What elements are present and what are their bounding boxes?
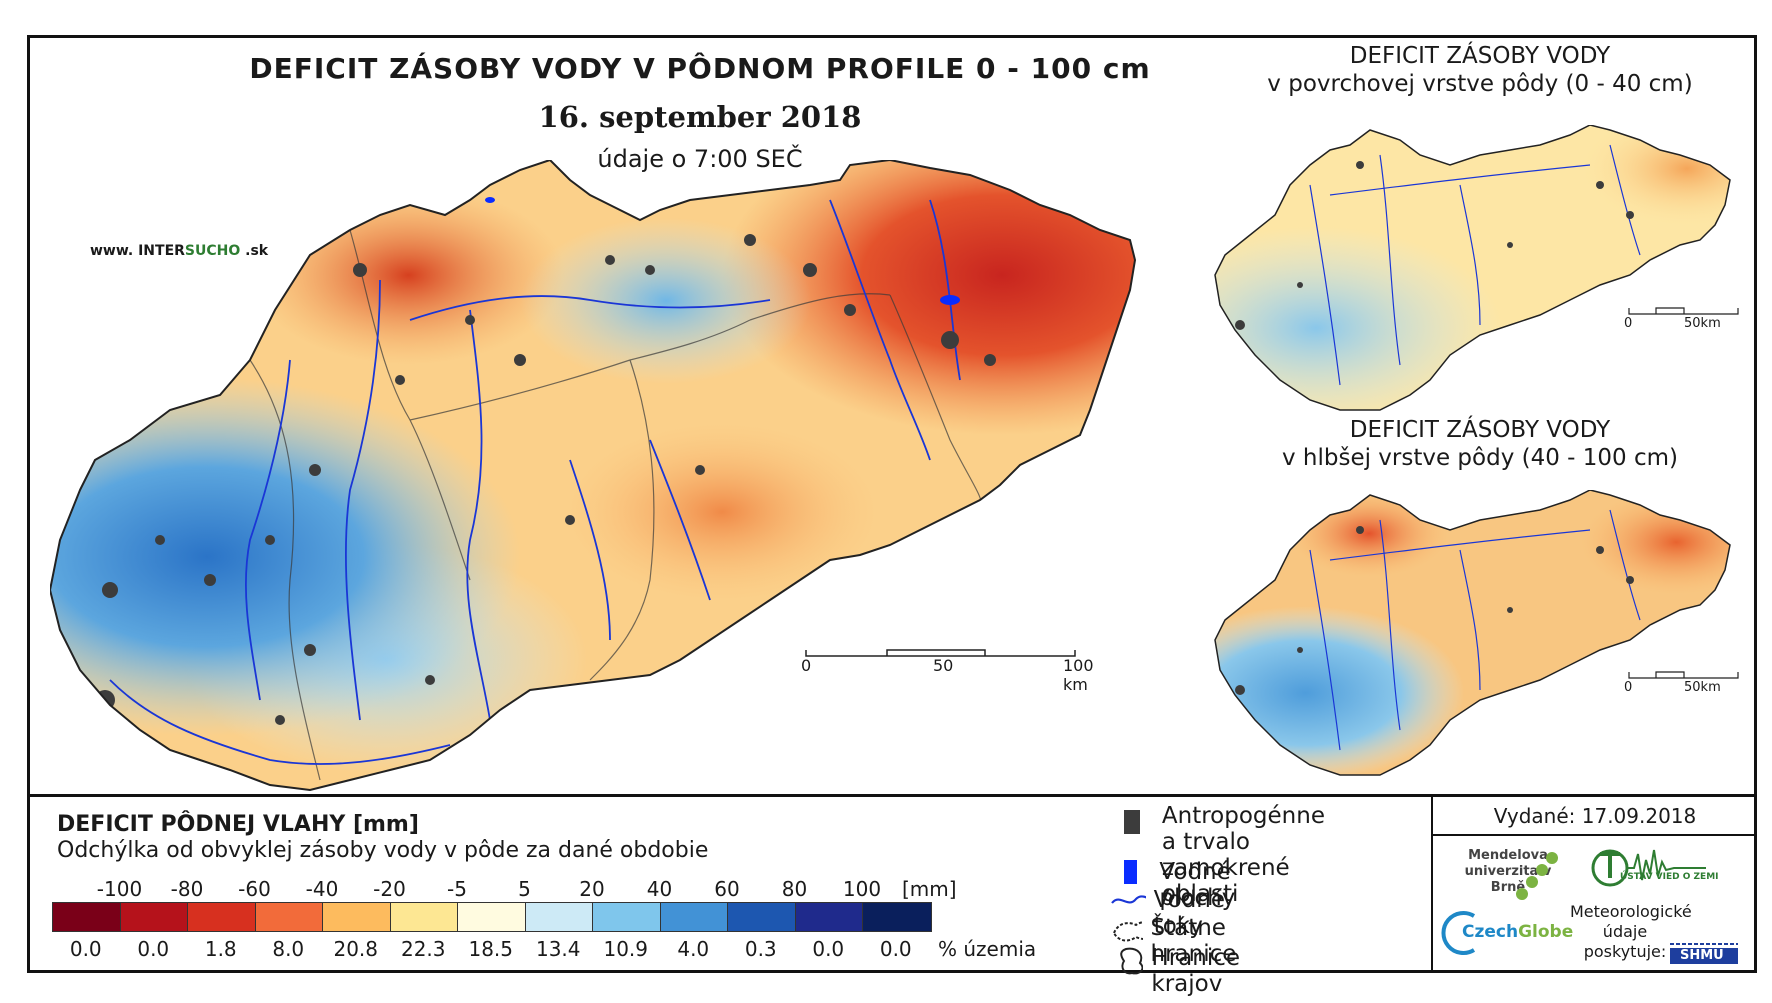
scale-end: 100 km <box>1063 656 1094 694</box>
percentage-unit: % územia <box>938 937 1037 961</box>
color-scale-segment <box>525 903 593 931</box>
scale-mid: 50 <box>933 656 954 675</box>
mendel-logo-text: Mendelova univerzita v Brně <box>1464 848 1552 895</box>
legend-divider <box>27 794 1757 797</box>
color-scale-tick-label: -5 <box>447 877 467 901</box>
color-scale-segment <box>53 903 121 931</box>
color-scale-segment <box>593 903 661 931</box>
color-scale-segment <box>323 903 391 931</box>
issued-date: Vydané: 17.09.2018 <box>1493 804 1697 828</box>
surface-layer-map <box>1214 125 1731 411</box>
surface-scale-start: 0 <box>1624 316 1633 331</box>
color-scale-segment <box>728 903 796 931</box>
legend-subtitle: Odchýlka od obvyklej zásoby vody v pôde … <box>57 838 709 863</box>
color-scale-tick-label: 80 <box>781 877 808 901</box>
area-percentage-value: 8.0 <box>272 937 305 961</box>
color-scale-segment <box>390 903 458 931</box>
color-scale-segment <box>795 903 863 931</box>
surface-layer-title: DEFICIT ZÁSOBY VODY v povrchovej vrstve … <box>1267 43 1693 97</box>
color-scale-tick-label: -100 <box>96 877 143 901</box>
color-scale-segment <box>660 903 728 931</box>
ustav-logo-icon <box>1591 849 1706 887</box>
urban-area-icon <box>1124 810 1140 834</box>
legend-unit: [mm] <box>902 877 957 901</box>
area-percentage-value: 4.0 <box>677 937 710 961</box>
shmu-logo-icon <box>1670 943 1738 964</box>
legend-vertical-divider <box>1431 794 1433 973</box>
czechglobe-logo: CzechGlobe <box>1440 910 1573 960</box>
mendel-dots-icon <box>1516 852 1558 900</box>
date-title: 16. september 2018 <box>538 100 862 134</box>
color-scale-tick-label: 5 <box>518 877 531 901</box>
river-icon <box>1111 895 1146 904</box>
ustav-logo: ÚSTAV VIED O ZEMI <box>1590 840 1719 896</box>
deep-scale-end: 50km <box>1684 680 1721 695</box>
color-scale-segment <box>863 903 931 931</box>
legend-item-state-border: Štátne hranice <box>1110 915 1256 967</box>
area-percentage-value: 0.3 <box>744 937 777 961</box>
color-scale-segment <box>255 903 323 931</box>
state-border-icon <box>1112 921 1143 942</box>
legend-item-region-border: Hranice krajov <box>1110 945 1259 997</box>
color-scale-segment <box>458 903 526 931</box>
area-percentage-value: 10.9 <box>603 937 649 961</box>
color-scale-tick-label: -40 <box>305 877 339 901</box>
area-percentage-value: 22.3 <box>400 937 446 961</box>
color-scale-bar <box>52 902 932 932</box>
color-scale-tick-label: -80 <box>170 877 204 901</box>
meteo-provider-text: Meteorologické údaje poskytuje: <box>1570 902 1692 961</box>
deep-layer-title: DEFICIT ZÁSOBY VODY v hlbšej vrstve pôdy… <box>1281 417 1679 471</box>
scale-start: 0 <box>801 656 812 675</box>
main-title: DEFICIT ZÁSOBY VODY V PÔDNOM PROFILE 0 -… <box>249 52 1151 85</box>
color-scale-tick-label: 40 <box>646 877 673 901</box>
area-percentage-value: 1.8 <box>204 937 237 961</box>
area-percentage-value: 0.0 <box>137 937 170 961</box>
deep-layer-map <box>1214 490 1731 776</box>
main-map <box>50 160 1137 792</box>
area-percentage-value: 13.4 <box>535 937 581 961</box>
website-link[interactable]: www. INTERSUCHO .sk <box>90 243 269 259</box>
surface-scale-end: 50km <box>1684 316 1721 331</box>
legend-item-rivers: Vodné toky <box>1110 887 1241 939</box>
area-percentage-value: 0.0 <box>812 937 845 961</box>
water-body-icon <box>1124 860 1138 884</box>
issued-divider <box>1433 834 1757 836</box>
region-border-icon <box>1120 947 1144 975</box>
area-percentage-value: 0.0 <box>879 937 912 961</box>
legend-item-urban: Antropogénne a trvalo zamokrené oblasti <box>1110 803 1333 907</box>
legend-title: DEFICIT PÔDNEJ VLAHY [mm] <box>57 812 419 837</box>
color-scale-tick-label: -60 <box>238 877 271 901</box>
color-scale-tick-label: 20 <box>579 877 605 901</box>
area-percentage-value: 0.0 <box>69 937 102 961</box>
time-subtitle: údaje o 7:00 SEČ <box>597 145 803 173</box>
area-percentage-value: 18.5 <box>468 937 514 961</box>
color-scale-tick-label: -20 <box>373 877 406 901</box>
color-scale-segment <box>120 903 188 931</box>
color-scale-segment <box>188 903 256 931</box>
legend-item-water-bodies: Vodné plochy <box>1110 859 1246 911</box>
area-percentage-value: 20.8 <box>333 937 379 961</box>
color-scale-tick-label: 100 <box>842 877 882 901</box>
deep-scale-start: 0 <box>1624 680 1633 695</box>
czechglobe-arc-icon <box>1441 911 1476 955</box>
shmu-logo: SHMÚ <box>1668 934 1740 966</box>
color-scale-tick-label: 60 <box>714 877 740 901</box>
